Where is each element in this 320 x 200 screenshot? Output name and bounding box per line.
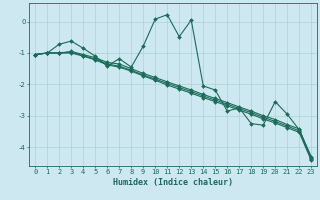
X-axis label: Humidex (Indice chaleur): Humidex (Indice chaleur) (113, 178, 233, 187)
